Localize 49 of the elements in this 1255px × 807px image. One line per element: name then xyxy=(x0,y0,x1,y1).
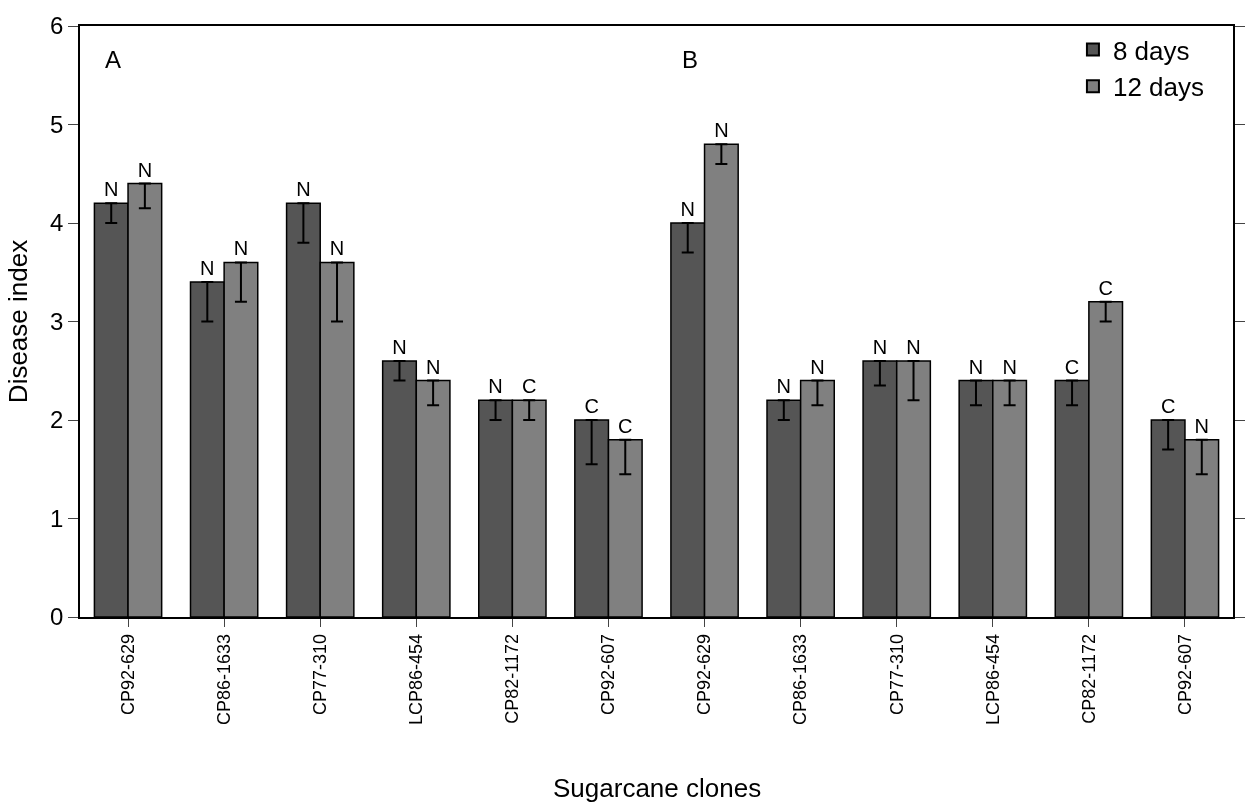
data-label: N xyxy=(488,375,503,398)
data-label: N xyxy=(776,375,792,398)
x-tick-label: CP86-1633 xyxy=(213,633,234,726)
data-label: N xyxy=(296,178,311,201)
y-tick-label: 5 xyxy=(50,110,64,138)
data-label: N xyxy=(680,198,695,220)
data-label: N xyxy=(329,237,345,260)
data-label: N xyxy=(810,355,825,378)
data-label: N xyxy=(104,178,119,201)
data-label: N xyxy=(425,355,441,378)
x-tick-label: CP77-310 xyxy=(310,633,331,716)
y-tick-label: 3 xyxy=(50,307,64,335)
x-tick-label: LCP86-454 xyxy=(982,633,1003,726)
annotation: A xyxy=(105,46,122,73)
x-tick-label: CP92-607 xyxy=(1174,633,1195,716)
data-label: C xyxy=(1064,355,1080,378)
data-label: N xyxy=(714,119,729,142)
data-label: N xyxy=(137,158,153,181)
x-tick-label: CP86-1633 xyxy=(790,633,811,726)
data-label: N xyxy=(872,335,888,358)
legend-label: 8 days xyxy=(1112,35,1190,66)
x-tick-label: CP82-1172 xyxy=(502,633,523,724)
data-label: N xyxy=(233,237,249,260)
y-tick-label: 0 xyxy=(50,603,64,631)
legend-label: 12 days xyxy=(1112,72,1205,103)
x-tick-label: CP92-629 xyxy=(694,633,715,716)
data-label: C xyxy=(1160,395,1176,417)
y-tick-label: 1 xyxy=(50,504,64,532)
data-label: C xyxy=(521,375,537,398)
data-label: N xyxy=(392,335,407,358)
data-label: N xyxy=(906,335,921,358)
data-label: N xyxy=(1194,414,1209,437)
data-label: C xyxy=(584,395,599,417)
data-label: N xyxy=(1002,355,1017,378)
y-tick-label: 2 xyxy=(50,406,64,434)
data-label: N xyxy=(968,355,984,378)
x-axis-title: Sugarcane clones xyxy=(553,773,762,803)
data-label: N xyxy=(200,257,215,280)
y-tick-label: 6 xyxy=(50,12,64,40)
x-tick-label: CP92-629 xyxy=(117,633,138,716)
x-tick-label: CP92-607 xyxy=(598,633,619,716)
x-tick-label: LCP86-454 xyxy=(406,633,427,726)
x-tick-label: CP77-310 xyxy=(886,633,907,716)
annotation: B xyxy=(682,46,699,73)
y-axis-title: Disease index xyxy=(2,239,33,404)
y-tick-label: 4 xyxy=(50,209,64,237)
data-label: C xyxy=(1098,276,1113,299)
data-label: C xyxy=(618,414,633,437)
x-tick-label: CP82-1172 xyxy=(1078,633,1099,724)
